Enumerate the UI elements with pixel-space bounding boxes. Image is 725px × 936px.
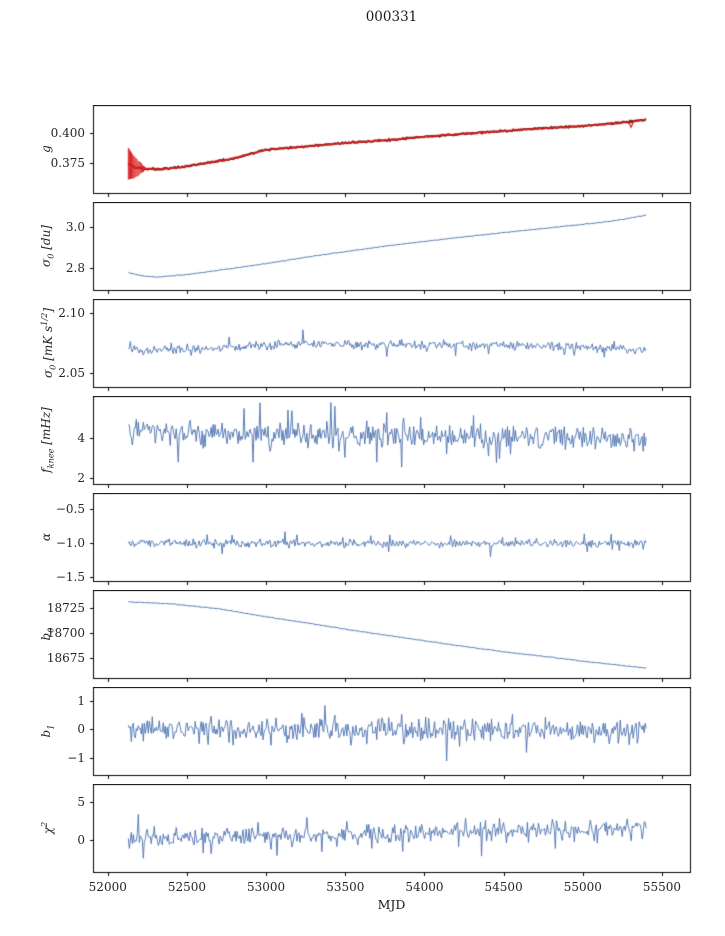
- x-tick-label: 53500: [326, 880, 365, 894]
- plot-canvas-fknee: [88, 396, 694, 491]
- x-tick-label: 55000: [563, 880, 602, 894]
- x-tick-label: 54000: [405, 880, 444, 894]
- plot-canvas-b1: [88, 687, 694, 782]
- y-tick-label: 0.400: [50, 126, 85, 140]
- plot-canvas-sigma0-mks: [88, 299, 694, 394]
- plot-canvas-g: [88, 105, 694, 200]
- y-tick-label: 1: [77, 694, 85, 708]
- subplot-sigma0-du: σ0 [du] 3.0 2.8: [39, 202, 694, 297]
- subplot-alpha: α −0.5 −1.0 −1.5: [39, 493, 694, 588]
- subplot-sigma0-mks: σ0 [mK s1/2] 2.10 2.05: [39, 299, 694, 394]
- y-tick-label: 18675: [46, 651, 85, 665]
- subplot-g: g 0.400 0.375: [39, 105, 694, 200]
- y-tick-label: 5: [77, 795, 85, 809]
- subplot-b0: b0 18725 18700 18675: [39, 590, 694, 685]
- x-tick-label: 52500: [167, 880, 207, 894]
- y-tick-label: 0: [77, 833, 85, 847]
- plot-canvas-alpha: [88, 493, 694, 588]
- y-axis-label-chi2: χ2: [39, 821, 55, 835]
- y-tick-label: 2.8: [65, 261, 85, 275]
- plot-canvas-chi2: [88, 784, 694, 879]
- figure-title: 000331: [365, 9, 418, 25]
- y-tick-label: 4: [77, 431, 85, 445]
- plot-canvas-sigma0-du: [88, 202, 694, 297]
- y-tick-label: −0.5: [55, 502, 85, 516]
- y-tick-label: −1.5: [55, 570, 85, 584]
- y-tick-label: 2.05: [58, 366, 85, 380]
- y-tick-label: 0: [77, 722, 85, 736]
- y-tick-label: 2: [77, 471, 85, 485]
- y-tick-label: 18700: [46, 626, 85, 640]
- subplot-chi2: χ2 5 0 52000 52500 53000 53500 54000 54500 55000 5…: [39, 784, 694, 894]
- subplot-b1: b1 1 0 −1: [39, 687, 694, 782]
- x-tick-label: 53000: [247, 880, 286, 894]
- x-tick-label: 54500: [484, 880, 523, 894]
- y-tick-label: −1: [67, 751, 85, 765]
- x-tick-label: 52000: [88, 880, 127, 894]
- x-tick-label: 55500: [642, 880, 682, 894]
- plot-canvas-b0: [88, 590, 694, 685]
- subplot-fknee: fknee [mHz] 4 2: [39, 396, 694, 491]
- y-tick-label: 2.10: [58, 306, 85, 320]
- y-tick-label: −1.0: [55, 536, 85, 550]
- x-axis-label: MJD: [377, 897, 406, 912]
- y-tick-label: 0.375: [50, 156, 85, 170]
- y-tick-label: 3.0: [65, 220, 85, 234]
- y-tick-label: 18725: [46, 601, 85, 615]
